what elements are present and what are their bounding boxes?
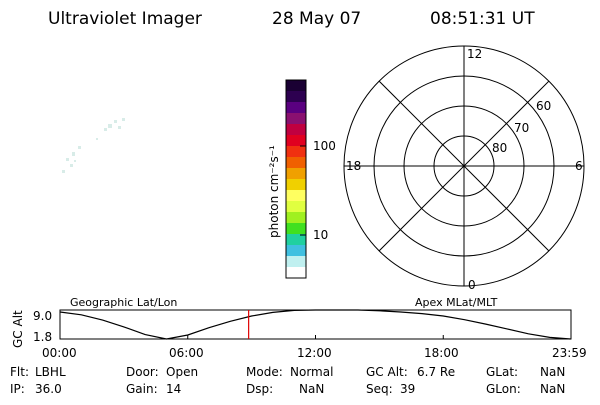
orbit-x-tick-0600: 06:00 bbox=[169, 346, 204, 360]
orbit-plot-frame bbox=[59, 309, 572, 340]
colorbar-swatch bbox=[286, 223, 306, 235]
colorbar-swatch bbox=[286, 212, 306, 224]
colorbar-ticks bbox=[300, 145, 306, 236]
colorbar-swatch bbox=[286, 135, 306, 147]
status-flt-value: LBHL bbox=[35, 365, 66, 379]
colorbar-swatch bbox=[286, 102, 306, 114]
polar-grid bbox=[343, 45, 585, 287]
status-gcalt-value: 6.7 Re bbox=[417, 365, 455, 379]
status-glon-label: GLon: bbox=[486, 382, 521, 396]
status-row-2: IP: 36.0 Gain: 14 Dsp: NaN Seq: 39 GLon:… bbox=[10, 382, 565, 396]
status-door-label: Door: bbox=[126, 365, 159, 379]
orbit-series bbox=[59, 309, 571, 340]
colorbar-swatch bbox=[286, 113, 306, 125]
orbit-y-tick-min: 1.8 bbox=[33, 330, 52, 344]
colorbar-swatch bbox=[286, 201, 306, 213]
status-door-value: Open bbox=[166, 365, 198, 379]
status-dsp-label: Dsp: bbox=[246, 382, 273, 396]
colorbar-swatch bbox=[286, 234, 306, 246]
status-dsp-value: NaN bbox=[299, 382, 324, 396]
status-gain-label: Gain: bbox=[126, 382, 158, 396]
mlt-label-6: 6 bbox=[575, 159, 583, 173]
polar-diagonal-2 bbox=[378, 80, 550, 252]
status-ip-label: IP: bbox=[10, 382, 25, 396]
colorbar-tick-10: 10 bbox=[313, 228, 328, 242]
status-mode-label: Mode: bbox=[246, 365, 283, 379]
mlt-label-18: 18 bbox=[346, 159, 361, 173]
colorbar-frame bbox=[285, 79, 307, 279]
colorbar-swatch bbox=[286, 157, 306, 169]
mlt-label-12: 12 bbox=[467, 47, 482, 61]
orbit-y-axis-label: GC Alt bbox=[11, 310, 25, 348]
status-ip-value: 36.0 bbox=[35, 382, 62, 396]
colorbar-swatch bbox=[286, 91, 306, 103]
orbit-x-tick-2359: 23:59 bbox=[552, 346, 587, 360]
image-speckles bbox=[62, 118, 125, 173]
status-glat-label: GLat: bbox=[486, 365, 518, 379]
status-seq-label: Seq: bbox=[366, 382, 393, 396]
colorbar-swatch bbox=[286, 179, 306, 191]
mlt-label-0: 0 bbox=[468, 278, 476, 292]
colorbar-swatch bbox=[286, 267, 306, 279]
status-gain-value: 14 bbox=[166, 382, 181, 396]
lat-label-60: 60 bbox=[536, 99, 551, 113]
colorbar-unit-label: photon cm⁻²s⁻¹ bbox=[267, 145, 281, 238]
instrument-title: Ultraviolet Imager bbox=[48, 9, 202, 29]
status-gcalt-label: GC Alt: bbox=[366, 365, 408, 379]
lat-label-70: 70 bbox=[514, 121, 529, 135]
orbit-axis-ticks bbox=[59, 335, 572, 339]
colorbar-swatch bbox=[286, 124, 306, 136]
status-mode-value: Normal bbox=[290, 365, 333, 379]
colorbar bbox=[285, 79, 307, 279]
orbit-left-label: Geographic Lat/Lon bbox=[70, 296, 177, 309]
colorbar-tick-100: 100 bbox=[313, 139, 336, 153]
colorbar-swatch bbox=[286, 190, 306, 202]
orbit-x-tick-1800: 18:00 bbox=[424, 346, 459, 360]
orbit-x-tick-1200: 12:00 bbox=[297, 346, 332, 360]
status-glon-value: NaN bbox=[540, 382, 565, 396]
colorbar-swatch bbox=[286, 80, 306, 92]
orbit-y-tick-max: 9.0 bbox=[33, 309, 52, 323]
time-readout: 08:51:31 UT bbox=[430, 9, 535, 29]
colorbar-swatch bbox=[286, 256, 306, 268]
status-row-1: Flt: LBHL Door: Open Mode: Normal GC Alt… bbox=[10, 365, 565, 379]
status-flt-label: Flt: bbox=[10, 365, 29, 379]
status-glat-value: NaN bbox=[540, 365, 565, 379]
date-readout: 28 May 07 bbox=[272, 9, 361, 29]
orbit-x-tick-0000: 00:00 bbox=[42, 346, 77, 360]
colorbar-swatch bbox=[286, 146, 306, 158]
colorbar-swatch bbox=[286, 245, 306, 257]
orbit-right-label: Apex MLat/MLT bbox=[415, 296, 498, 309]
orbit-altitude-line bbox=[59, 309, 571, 340]
status-seq-value: 39 bbox=[400, 382, 415, 396]
colorbar-swatch bbox=[286, 168, 306, 180]
lat-label-80: 80 bbox=[492, 141, 507, 155]
